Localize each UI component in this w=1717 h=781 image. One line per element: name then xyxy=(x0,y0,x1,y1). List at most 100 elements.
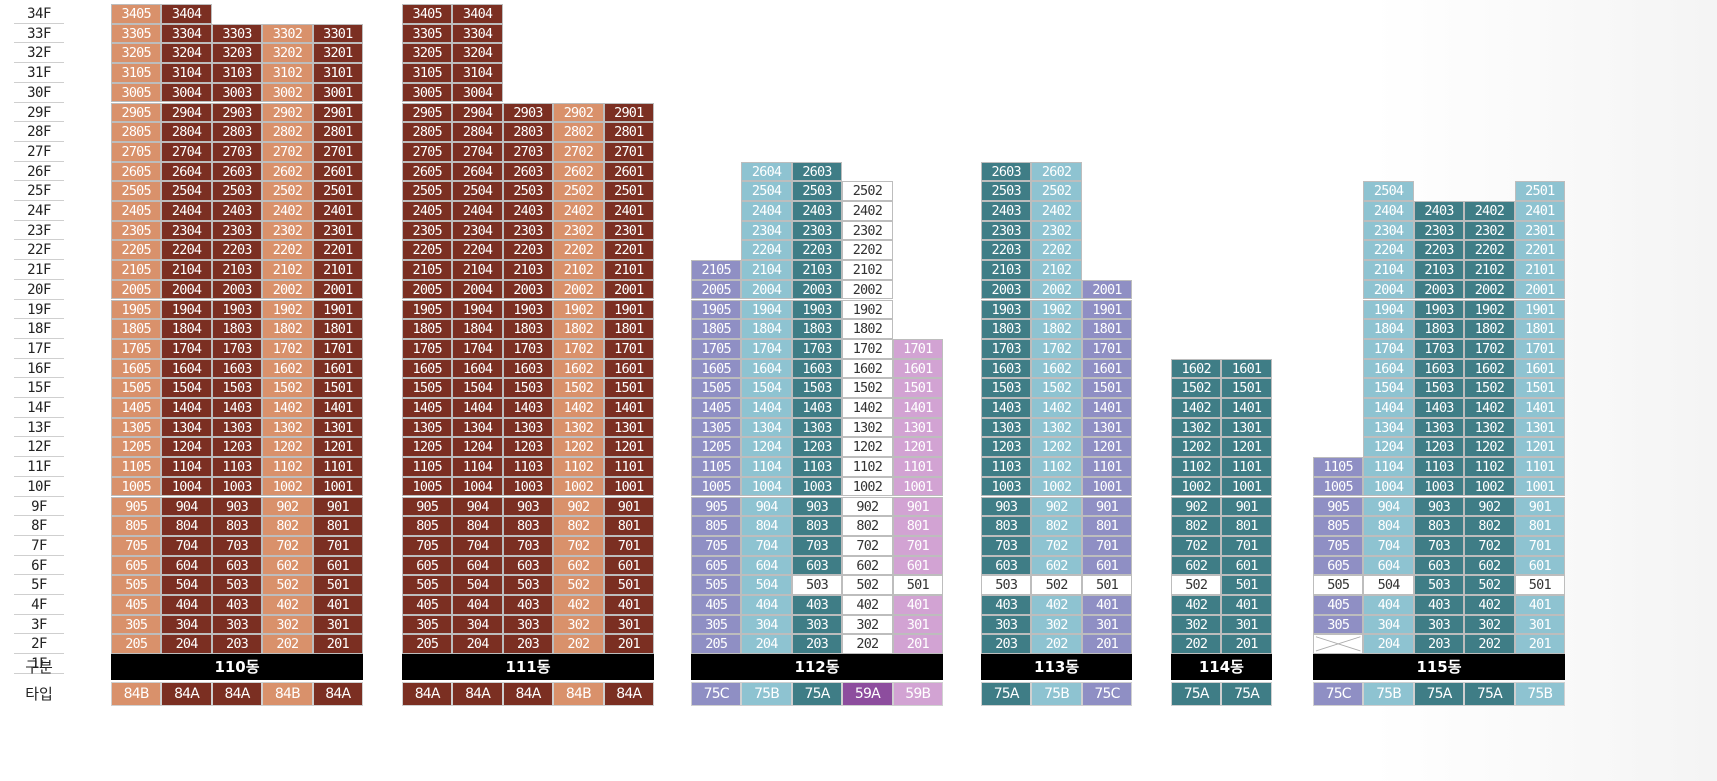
floor-divider xyxy=(14,436,64,438)
unit-cell: 2503 xyxy=(791,181,843,201)
unit-cell: 2405 xyxy=(402,201,453,221)
floor-divider xyxy=(14,337,64,339)
unit-cell: 2002 xyxy=(1464,279,1515,300)
unit-cell: 1301 xyxy=(1081,417,1133,438)
unit-cell: 1201 xyxy=(603,437,654,458)
unit-cell: 404 xyxy=(161,595,212,615)
unit-cell: 1304 xyxy=(161,417,212,438)
unit-cell: 804 xyxy=(1363,516,1414,536)
unit-cell: 2101 xyxy=(312,260,363,280)
unit-cell: 202 xyxy=(262,634,313,655)
unit-cell: 1902 xyxy=(553,299,604,320)
unit-cell: 302 xyxy=(1031,614,1082,635)
unit-cell: 502 xyxy=(1031,575,1082,595)
unit-cell: 3201 xyxy=(312,43,363,64)
unit-cell: 1505 xyxy=(402,378,453,398)
unit-cell: 603 xyxy=(791,555,843,576)
floor-divider xyxy=(14,298,64,300)
unit-cell: 1003 xyxy=(791,476,843,497)
unit-cell: 2402 xyxy=(262,201,313,221)
unit-cell: 1904 xyxy=(161,299,212,320)
unit-cell: 301 xyxy=(892,614,943,635)
unit-cell: 504 xyxy=(1363,575,1414,595)
unit-cell: 1804 xyxy=(161,319,212,339)
unit-cell: 2103 xyxy=(1413,260,1465,280)
unit-cell: 1803 xyxy=(981,319,1032,339)
unit-cell: 402 xyxy=(553,595,604,615)
unit-cell: 3304 xyxy=(161,23,212,44)
unit-cell: 304 xyxy=(452,614,503,635)
unit-cell: 1603 xyxy=(502,358,554,379)
unit-cell: 205 xyxy=(691,634,742,655)
unit-cell: 1105 xyxy=(111,457,162,477)
unit-cell: 2703 xyxy=(211,141,263,162)
unit-cell: 605 xyxy=(691,555,742,576)
unit-cell: 903 xyxy=(211,496,263,517)
floor-label: 32F xyxy=(27,45,51,62)
floor-label: 30F xyxy=(27,84,51,101)
unit-cell: 2201 xyxy=(1514,240,1565,261)
unit-cell: 1803 xyxy=(791,319,843,339)
unit-type-cell: 84A xyxy=(211,682,263,706)
unit-cell: 2804 xyxy=(452,122,503,142)
unit-cell: 601 xyxy=(603,555,654,576)
unit-cell: 2103 xyxy=(791,260,843,280)
unit-cell: 1102 xyxy=(553,457,604,477)
unit-cell: 1404 xyxy=(741,398,792,418)
unit-cell: 204 xyxy=(1363,634,1414,655)
floor-divider xyxy=(14,357,64,359)
unit-cell: 1305 xyxy=(691,417,742,438)
unit-cell: 1002 xyxy=(1031,476,1082,497)
unit-cell: 401 xyxy=(1081,595,1133,615)
unit-cell: 1403 xyxy=(211,398,263,418)
unit-cell: 303 xyxy=(791,614,843,635)
unit-cell: 2404 xyxy=(741,201,792,221)
unit-cell: 1105 xyxy=(1313,457,1364,477)
unit-cell: 401 xyxy=(1514,595,1565,615)
unit-cell: 2503 xyxy=(211,181,263,201)
unit-cell: 501 xyxy=(603,575,654,595)
unit-cell: 1703 xyxy=(791,338,843,359)
floor-divider xyxy=(14,495,64,497)
unit-cell: 2202 xyxy=(553,240,604,261)
unit-cell: 1801 xyxy=(312,319,363,339)
floor-label: 4F xyxy=(31,597,47,613)
unit-cell: 2505 xyxy=(402,181,453,201)
floor-label: 11F xyxy=(27,459,51,476)
unit-cell: 2101 xyxy=(603,260,654,280)
unit-cell: 2403 xyxy=(502,201,554,221)
unit-cell: 2105 xyxy=(402,260,453,280)
unit-cell: 1604 xyxy=(741,358,792,379)
unit-cell: 2502 xyxy=(553,181,604,201)
unit-cell: 1401 xyxy=(312,398,363,418)
unit-cell: 1704 xyxy=(452,338,503,359)
unit-cell: 3001 xyxy=(312,82,363,103)
floor-divider xyxy=(14,239,64,241)
unit-cell: 2302 xyxy=(1031,220,1082,241)
unit-cell: 1301 xyxy=(1514,417,1565,438)
unit-cell: 805 xyxy=(402,516,453,536)
unit-type-cell: 84A xyxy=(161,682,212,706)
unit-cell: 2201 xyxy=(603,240,654,261)
unit-cell: 2102 xyxy=(842,260,893,280)
unit-cell: 2001 xyxy=(603,279,654,300)
unit-cell: 3101 xyxy=(312,63,363,83)
unit-cell: 1502 xyxy=(1171,378,1222,398)
unit-cell: 802 xyxy=(1171,516,1222,536)
unit-cell: 2402 xyxy=(1031,201,1082,221)
unit-cell: 1002 xyxy=(1171,476,1222,497)
unit-cell: 304 xyxy=(1363,614,1414,635)
unit-cell: 302 xyxy=(842,614,893,635)
unit-cell: 2002 xyxy=(1031,279,1082,300)
unit-cell: 3202 xyxy=(262,43,313,64)
unit-cell: 2701 xyxy=(312,141,363,162)
unit-cell: 2003 xyxy=(502,279,554,300)
unit-cell: 2404 xyxy=(1363,201,1414,221)
unit-cell: 1302 xyxy=(1464,417,1515,438)
unit-cell: 2205 xyxy=(402,240,453,261)
unit-cell: 2003 xyxy=(791,279,843,300)
unit-cell: 1601 xyxy=(1514,358,1565,379)
unit-cell: 1504 xyxy=(1363,378,1414,398)
type-row-label: 타입 xyxy=(25,685,53,703)
